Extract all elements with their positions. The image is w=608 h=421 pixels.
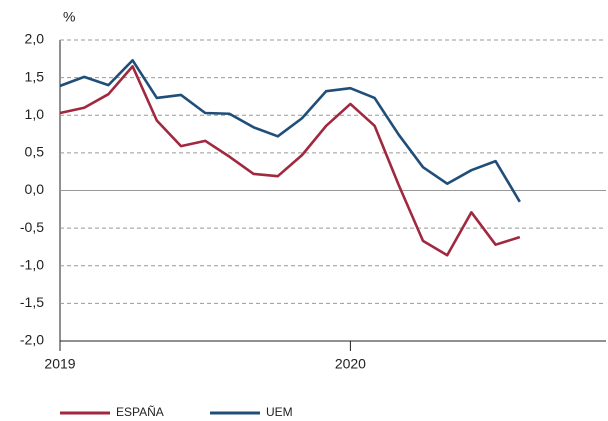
y-tick-label: 1,5	[25, 68, 45, 84]
y-tick-label: -1,5	[20, 294, 44, 310]
legend-label: UEM	[266, 405, 293, 419]
y-tick-label: 0,0	[25, 181, 45, 197]
series-line	[59, 59, 521, 203]
x-tick-label: 2020	[335, 356, 366, 372]
y-tick-label: 0,5	[25, 144, 45, 160]
y-tick-label: -2,0	[20, 332, 44, 348]
y-axis-unit: %	[63, 9, 75, 25]
series-line	[59, 65, 521, 257]
legend-label: ESPAÑA	[116, 405, 164, 419]
y-tick-label: 2,0	[25, 31, 45, 47]
y-tick-label: 1,0	[25, 106, 45, 122]
y-tick-label: -1,0	[20, 256, 44, 272]
y-tick-label: -0,5	[20, 219, 44, 235]
x-tick-label: 2019	[44, 356, 75, 372]
